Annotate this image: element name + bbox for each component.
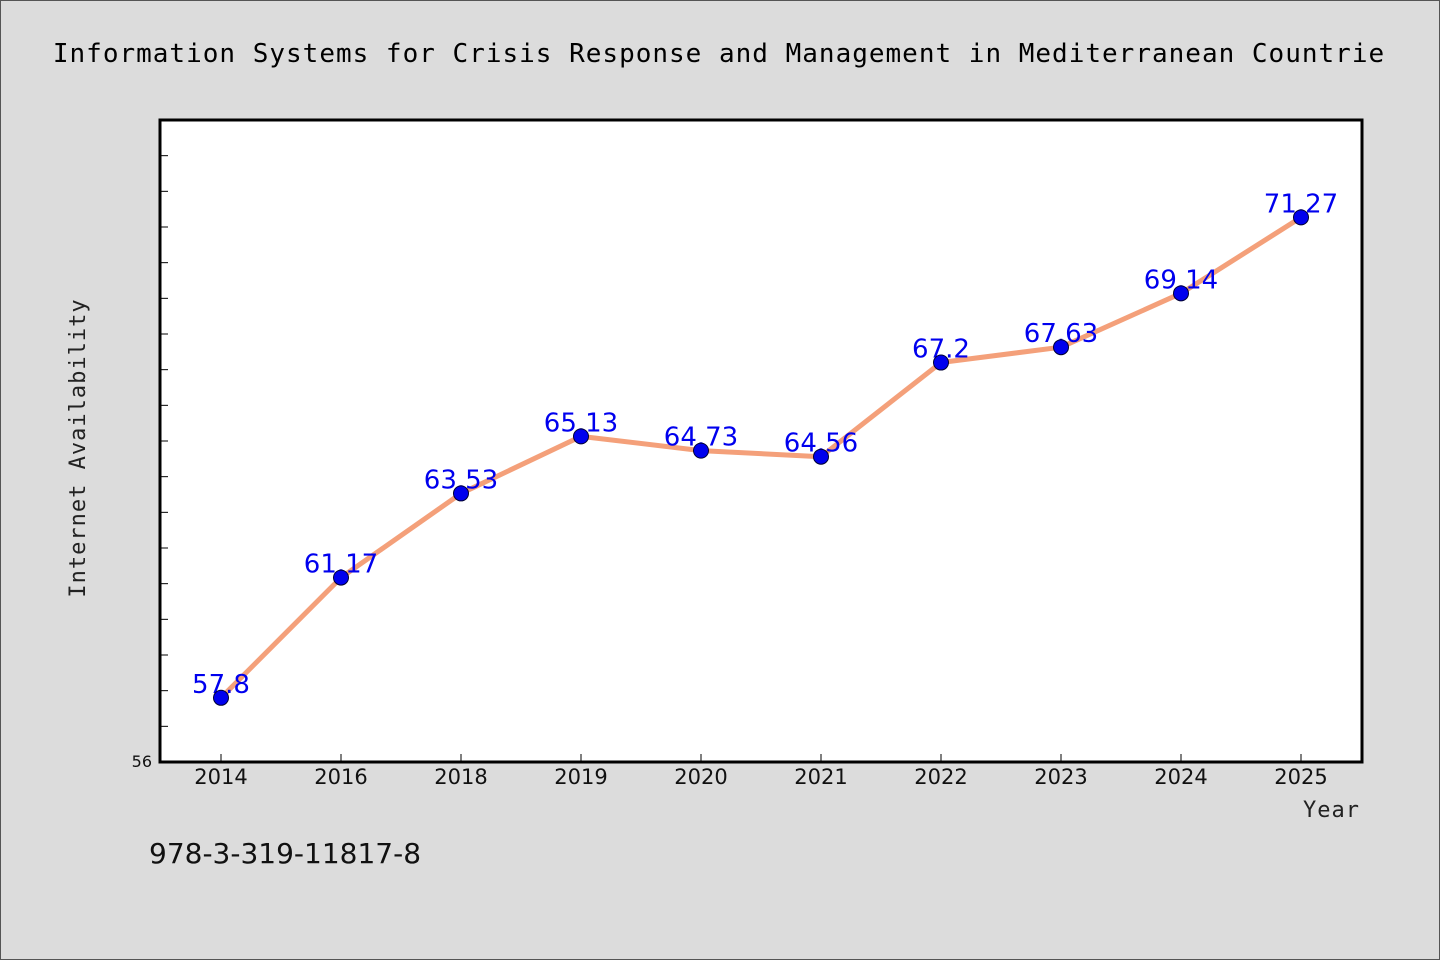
data-point: [1293, 209, 1309, 226]
isbn-footer: 978-3-319-11817-8: [149, 837, 421, 870]
x-tick-label: 2014: [194, 765, 247, 789]
y-axis-ticks: [160, 155, 168, 727]
x-axis-title: Year: [1303, 798, 1360, 823]
x-axis-tick-labels: 2014 2016 2018 2019 2020 2021 2022 2023 2024 2025: [194, 765, 1327, 789]
x-tick-label: 2019: [554, 765, 607, 789]
x-tick-label: 2024: [1154, 765, 1207, 789]
data-point: [813, 448, 829, 465]
plot-area: [158, 118, 1364, 764]
data-point: [1173, 285, 1189, 302]
data-point: [933, 354, 949, 371]
x-tick-label: 2025: [1274, 765, 1327, 789]
chart-title: Information Systems for Crisis Response …: [53, 39, 1385, 69]
y-axis-title: Internet Availability: [66, 298, 91, 597]
y-axis-min-label: 56: [132, 752, 152, 771]
data-point: [573, 428, 589, 445]
x-tick-label: 2020: [674, 765, 727, 789]
series-line: [218, 214, 1304, 701]
data-point: [453, 485, 469, 502]
x-axis-ticks: [220, 754, 1302, 762]
x-tick-label: 2022: [914, 765, 967, 789]
series-markers: [213, 209, 1309, 706]
x-tick-label: 2023: [1034, 765, 1087, 789]
data-point: [693, 442, 709, 459]
data-point: [333, 569, 349, 586]
data-point: [1053, 339, 1069, 356]
x-tick-label: 2018: [434, 765, 487, 789]
x-tick-label: 2016: [314, 765, 367, 789]
x-tick-label: 2021: [794, 765, 847, 789]
series-line-group: [218, 214, 1304, 701]
data-point: [213, 689, 229, 706]
